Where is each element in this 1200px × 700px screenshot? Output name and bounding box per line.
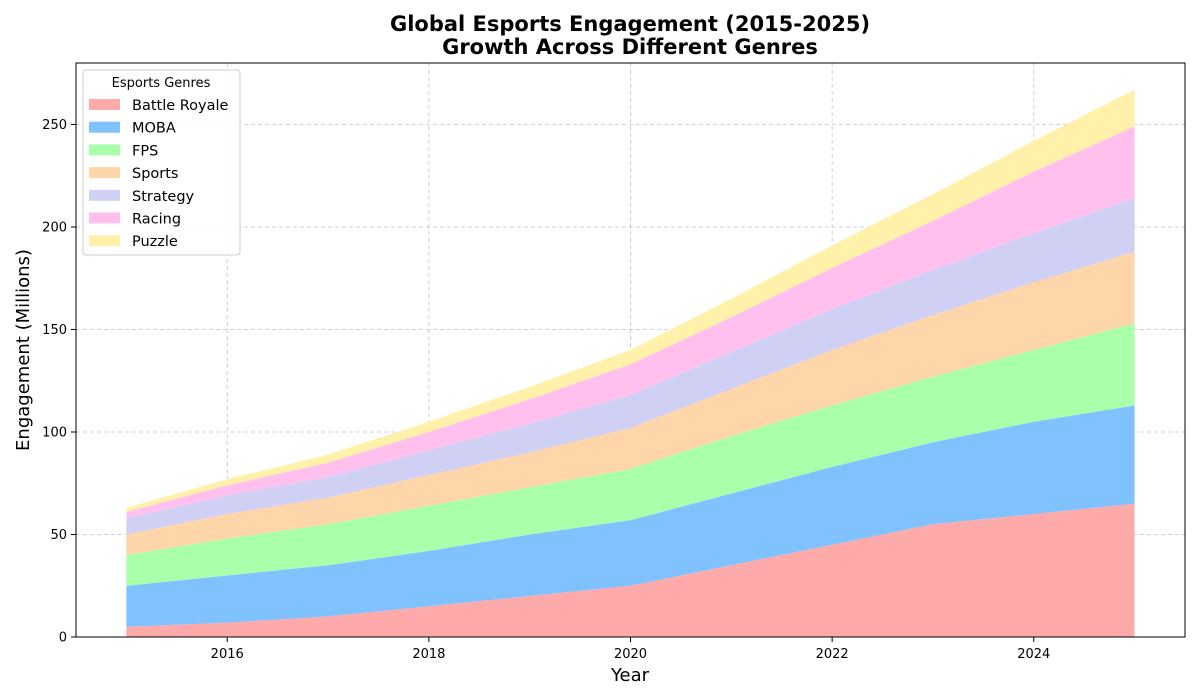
area-series-group: [126, 89, 1135, 637]
area-series-strategy: [126, 198, 1135, 535]
legend-label: Strategy: [132, 189, 195, 205]
legend-item-battle-royale: Battle Royale: [89, 98, 229, 114]
y-tick-label: 100: [42, 426, 67, 441]
y-tick-label: 0: [59, 631, 67, 646]
legend-label: MOBA: [132, 121, 176, 137]
legend-swatch: [89, 212, 120, 224]
area-series-fps: [126, 323, 1135, 586]
legend-swatch: [89, 235, 120, 247]
x-tick-label: 2020: [614, 647, 647, 662]
x-tick-label: 2018: [412, 647, 445, 662]
legend-swatch: [89, 167, 120, 179]
legend-swatch: [89, 189, 120, 201]
legend-item-sports: Sports: [89, 166, 178, 182]
legend-item-racing: Racing: [89, 212, 181, 228]
y-tick-label: 150: [42, 323, 67, 338]
legend-label: Battle Royale: [132, 98, 229, 114]
area-series-sports: [126, 251, 1135, 555]
legend-item-fps: FPS: [89, 143, 158, 159]
legend-label: Racing: [132, 212, 181, 228]
legend-label: Sports: [132, 166, 178, 182]
x-axis-label: Year: [610, 665, 650, 686]
x-tick-label: 2024: [1017, 647, 1050, 662]
legend-swatch: [89, 144, 120, 156]
chart-title: Global Esports Engagement (2015-2025): [390, 12, 870, 36]
y-tick-label: 250: [42, 118, 67, 133]
x-tick-label: 2016: [211, 647, 244, 662]
chart-subtitle: Growth Across Different Genres: [442, 35, 818, 59]
legend-item-strategy: Strategy: [89, 189, 195, 205]
x-tick-label: 2022: [816, 647, 849, 662]
legend: Esports Genres Battle Royale MOBA FPS Sport…: [82, 69, 241, 256]
axes: [71, 62, 1186, 642]
legend-label: FPS: [132, 143, 158, 159]
legend-title: Esports Genres: [112, 76, 211, 91]
legend-swatch: [89, 121, 120, 133]
y-axis-label: Engagement (Millions): [13, 249, 34, 451]
area-series-battle-royale: [126, 503, 1135, 637]
area-series-moba: [126, 405, 1135, 627]
legend-item-moba: MOBA: [89, 121, 176, 137]
legend-box: [82, 69, 241, 256]
legend-swatch: [89, 99, 120, 110]
legend-items: Battle Royale MOBA FPS Sports Strategy Racing…: [89, 98, 229, 250]
legend-label: Puzzle: [132, 234, 178, 250]
y-tick-label: 50: [50, 528, 67, 543]
y-tick-label: 200: [42, 221, 67, 236]
legend-item-puzzle: Puzzle: [89, 234, 178, 250]
tick-labels: 2016 2018 2020 2022 2024 0 50 100 150 200 250: [42, 118, 1050, 662]
